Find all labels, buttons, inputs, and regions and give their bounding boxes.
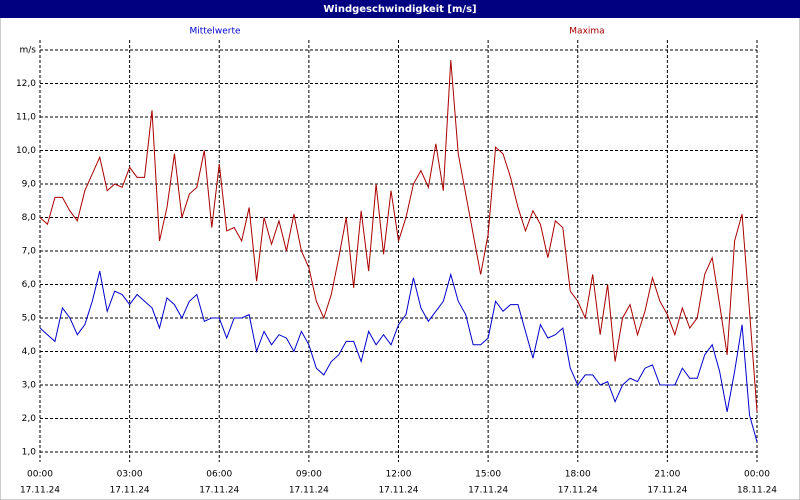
y-tick-label: m/s bbox=[20, 46, 37, 56]
y-tick-label: 10,0 bbox=[16, 146, 36, 156]
title-bar bbox=[0, 0, 800, 18]
x-tick-date: 17.11.24 bbox=[468, 486, 508, 496]
x-tick-label: 18:00 bbox=[565, 470, 591, 480]
legend-label: Maxima bbox=[569, 27, 604, 37]
legend-label: Mittelwerte bbox=[189, 27, 240, 37]
x-tick-label: 09:00 bbox=[296, 470, 322, 480]
x-tick-date: 18.11.24 bbox=[737, 486, 777, 496]
series-line bbox=[39, 270, 758, 443]
series-line bbox=[39, 60, 758, 412]
y-tick-label: 1,0 bbox=[22, 447, 37, 457]
y-tick-label: 12,0 bbox=[16, 79, 36, 89]
x-tick-label: 21:00 bbox=[654, 470, 680, 480]
x-tick-date: 17.11.24 bbox=[289, 486, 329, 496]
y-tick-label: 3,0 bbox=[22, 380, 37, 390]
x-tick-date: 17.11.24 bbox=[20, 486, 60, 496]
y-tick-label: 7,0 bbox=[22, 247, 37, 257]
x-tick-label: 15:00 bbox=[475, 470, 501, 480]
x-tick-label: 00:00 bbox=[27, 470, 53, 480]
y-tick-label: 11,0 bbox=[16, 113, 36, 123]
chart-title: Windgeschwindigkeit [m/s] bbox=[323, 4, 476, 15]
x-tick-date: 17.11.24 bbox=[378, 486, 418, 496]
x-tick-date: 17.11.24 bbox=[647, 486, 687, 496]
x-tick-date: 17.11.24 bbox=[110, 486, 150, 496]
y-tick-label: 6,0 bbox=[22, 280, 37, 290]
y-tick-label: 2,0 bbox=[22, 414, 37, 424]
y-tick-label: 8,0 bbox=[22, 213, 37, 223]
y-tick-label: 4,0 bbox=[22, 347, 37, 357]
x-tick-date: 17.11.24 bbox=[199, 486, 239, 496]
x-tick-label: 06:00 bbox=[206, 470, 232, 480]
y-tick-label: 5,0 bbox=[22, 313, 37, 323]
x-tick-label: 12:00 bbox=[386, 470, 412, 480]
x-tick-label: 03:00 bbox=[117, 470, 143, 480]
y-tick-label: 9,0 bbox=[22, 180, 37, 190]
x-tick-label: 00:00 bbox=[744, 470, 770, 480]
x-tick-date: 17.11.24 bbox=[558, 486, 598, 496]
